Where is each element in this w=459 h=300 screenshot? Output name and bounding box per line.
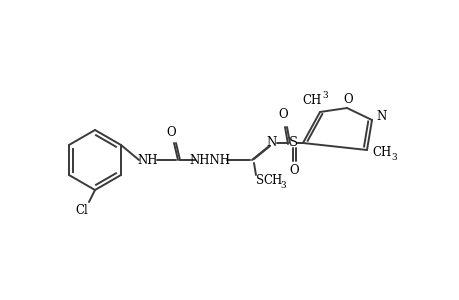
Text: O: O [166, 125, 175, 139]
Text: O: O [342, 92, 352, 106]
Text: CH: CH [302, 94, 321, 106]
Text: CH: CH [372, 146, 391, 160]
Text: S: S [288, 136, 297, 149]
Text: 3: 3 [280, 181, 285, 190]
Text: S: S [255, 173, 263, 187]
Text: O: O [278, 107, 287, 121]
Text: Cl: Cl [75, 203, 88, 217]
Text: NH: NH [137, 154, 158, 166]
Text: NHNH: NHNH [189, 154, 230, 166]
Text: O: O [289, 164, 298, 178]
Text: N: N [266, 136, 276, 149]
Text: N: N [376, 110, 386, 122]
Text: CH: CH [263, 173, 282, 187]
Text: 3: 3 [390, 154, 396, 163]
Text: 3: 3 [321, 91, 327, 100]
